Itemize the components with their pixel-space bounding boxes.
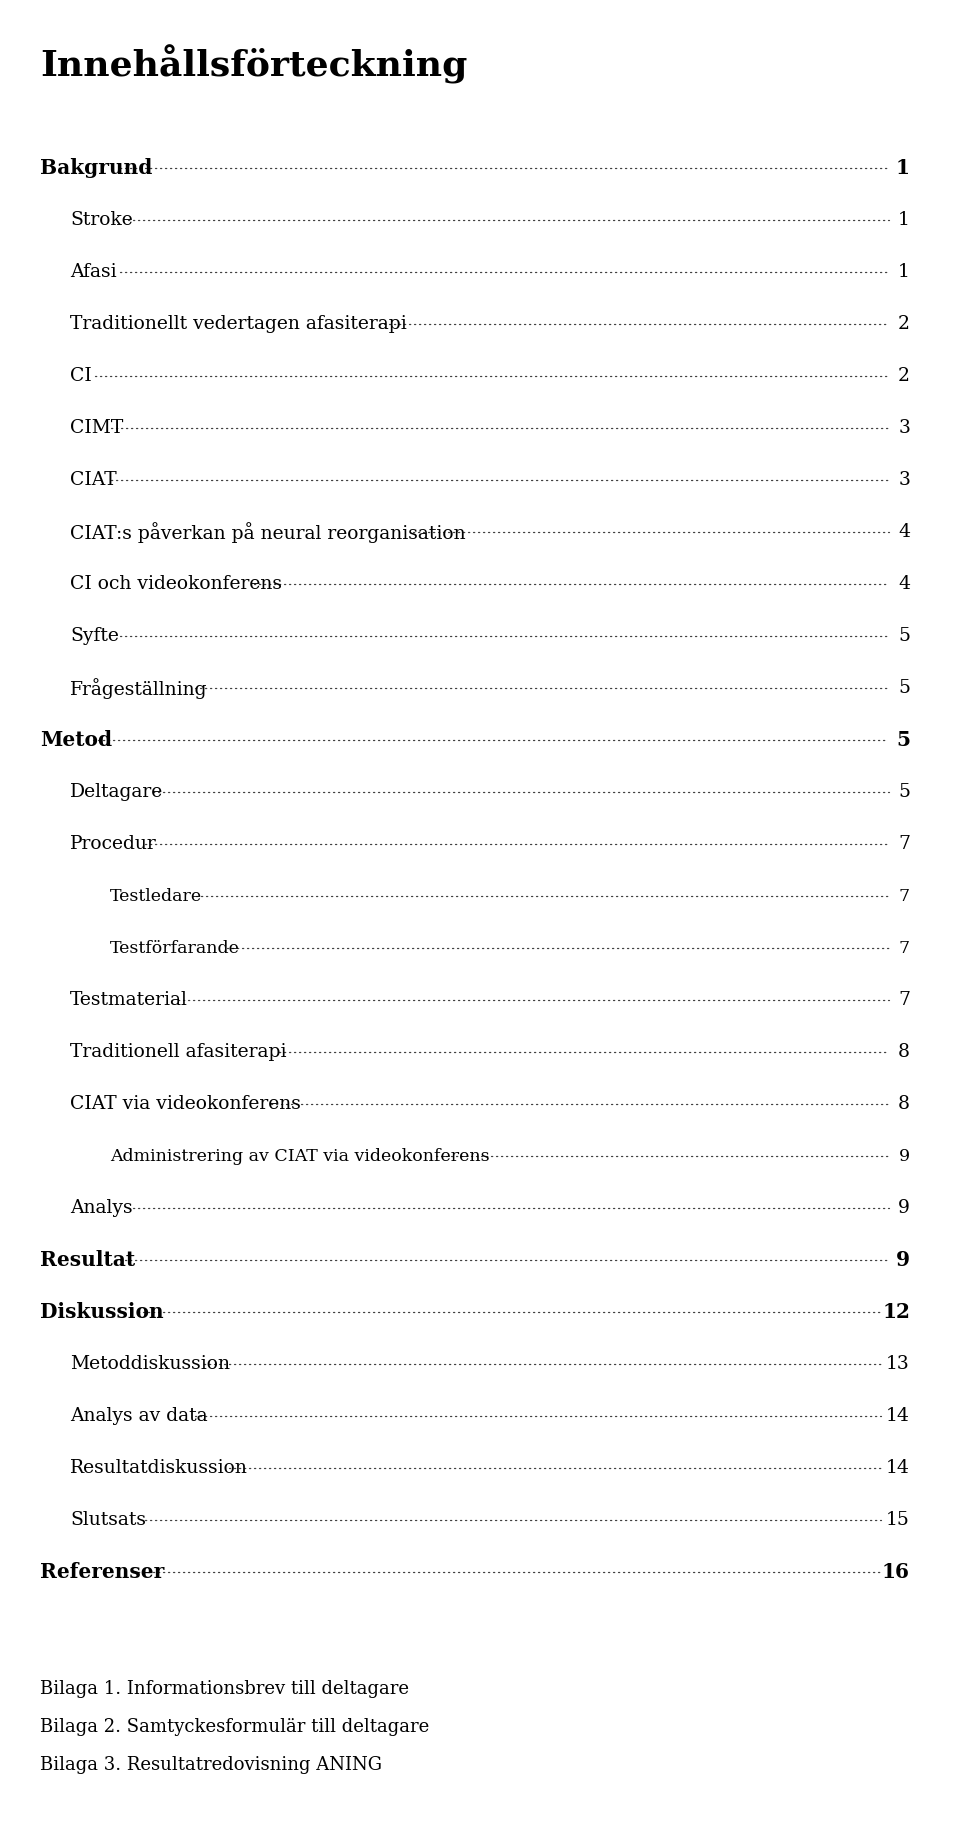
Text: Testförfarande: Testförfarande	[110, 940, 240, 957]
Text: Diskussion: Diskussion	[40, 1303, 163, 1323]
Text: 7: 7	[899, 887, 910, 906]
Text: 1: 1	[899, 264, 910, 281]
Text: 3: 3	[899, 419, 910, 437]
Text: 1: 1	[896, 159, 910, 179]
Text: 8: 8	[898, 1095, 910, 1113]
Text: 15: 15	[886, 1512, 910, 1529]
Text: 13: 13	[886, 1356, 910, 1374]
Text: 9: 9	[899, 1199, 910, 1217]
Text: 14: 14	[886, 1459, 910, 1478]
Text: 5: 5	[896, 731, 910, 751]
Text: 12: 12	[882, 1303, 910, 1323]
Text: CIAT via videokonferens: CIAT via videokonferens	[70, 1095, 300, 1113]
Text: 5: 5	[898, 680, 910, 698]
Text: 5: 5	[898, 783, 910, 802]
Text: Testmaterial: Testmaterial	[70, 991, 188, 1009]
Text: Traditionellt vedertagen afasiterapi: Traditionellt vedertagen afasiterapi	[70, 315, 407, 333]
Text: 4: 4	[898, 576, 910, 594]
Text: 2: 2	[898, 315, 910, 333]
Text: CIAT:s påverkan på neural reorganisation: CIAT:s påverkan på neural reorganisation	[70, 521, 466, 543]
Text: Bakgrund: Bakgrund	[40, 159, 153, 179]
Text: CIMT: CIMT	[70, 419, 123, 437]
Text: Traditionell afasiterapi: Traditionell afasiterapi	[70, 1044, 286, 1062]
Text: 8: 8	[898, 1044, 910, 1062]
Text: Analys: Analys	[70, 1199, 132, 1217]
Text: CI: CI	[70, 368, 92, 386]
Text: 4: 4	[898, 523, 910, 541]
Text: Bilaga 1. Informationsbrev till deltagare: Bilaga 1. Informationsbrev till deltagar…	[40, 1680, 409, 1698]
Text: CIAT: CIAT	[70, 472, 116, 490]
Text: Afasi: Afasi	[70, 264, 116, 281]
Text: 9: 9	[896, 1250, 910, 1270]
Text: Referenser: Referenser	[40, 1563, 164, 1581]
Text: Procedur: Procedur	[70, 836, 156, 853]
Text: Stroke: Stroke	[70, 211, 132, 230]
Text: 7: 7	[898, 991, 910, 1009]
Text: Slutsats: Slutsats	[70, 1512, 146, 1529]
Text: Administrering av CIAT via videokonferens: Administrering av CIAT via videokonferen…	[110, 1148, 490, 1164]
Text: 2: 2	[898, 368, 910, 386]
Text: Bilaga 2. Samtyckesformulär till deltagare: Bilaga 2. Samtyckesformulär till deltaga…	[40, 1718, 429, 1736]
Text: 7: 7	[898, 836, 910, 853]
Text: Frågeställning: Frågeställning	[70, 678, 207, 700]
Text: 16: 16	[882, 1563, 910, 1581]
Text: Testledare: Testledare	[110, 887, 203, 906]
Text: Resultat: Resultat	[40, 1250, 135, 1270]
Text: 3: 3	[899, 472, 910, 490]
Text: 14: 14	[886, 1407, 910, 1425]
Text: 1: 1	[899, 211, 910, 230]
Text: 7: 7	[899, 940, 910, 957]
Text: Analys av data: Analys av data	[70, 1407, 207, 1425]
Text: Metoddiskussion: Metoddiskussion	[70, 1356, 230, 1374]
Text: Innehållsförteckning: Innehållsförteckning	[40, 46, 468, 84]
Text: 5: 5	[898, 627, 910, 645]
Text: 9: 9	[899, 1148, 910, 1164]
Text: Resultatdiskussion: Resultatdiskussion	[70, 1459, 248, 1478]
Text: Deltagare: Deltagare	[70, 783, 163, 802]
Text: CI och videokonferens: CI och videokonferens	[70, 576, 282, 594]
Text: Metod: Metod	[40, 731, 112, 751]
Text: Bilaga 3. Resultatredovisning ANING: Bilaga 3. Resultatredovisning ANING	[40, 1756, 382, 1775]
Text: Syfte: Syfte	[70, 627, 119, 645]
